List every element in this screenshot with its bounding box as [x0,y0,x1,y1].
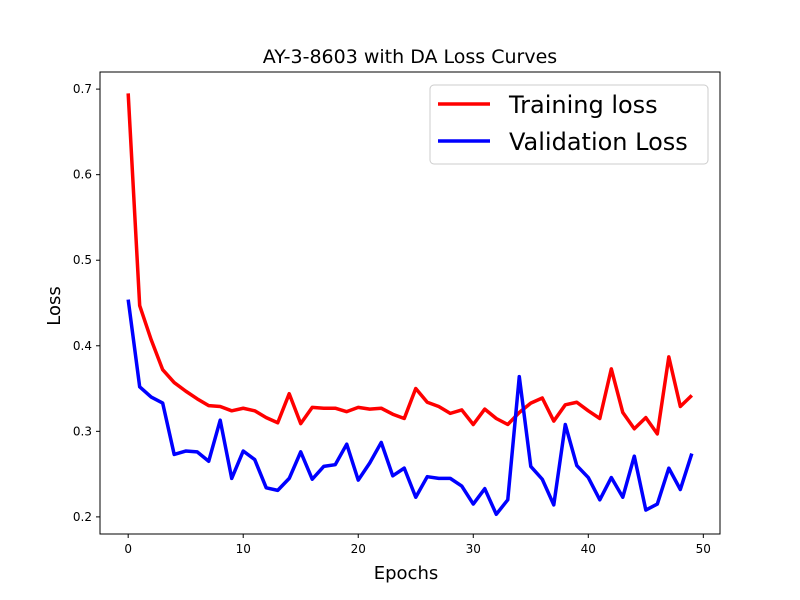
x-tick-label: 20 [351,542,366,556]
chart-title: AY-3-8603 with DA Loss Curves [263,46,557,68]
y-tick-label: 0.4 [73,339,92,353]
legend-label-validation-loss: Validation Loss [509,128,688,156]
y-tick-label: 0.6 [73,168,92,182]
legend-label-training-loss: Training loss [508,91,658,119]
x-tick-label: 50 [696,542,711,556]
x-tick-label: 40 [581,542,596,556]
training-loss-line [126,93,694,436]
y-tick-label: 0.5 [73,253,92,267]
y-tick-label: 0.7 [73,82,92,96]
x-axis-ticks: 0 10 20 30 40 50 [124,534,711,556]
y-tick-label: 0.2 [73,510,92,524]
series-lines [126,93,694,517]
x-axis-label: Epochs [374,563,439,584]
x-tick-label: 10 [236,542,251,556]
y-tick-label: 0.3 [73,424,92,438]
legend-box [429,84,709,165]
validation-loss-line [126,299,694,517]
legend: Training loss Validation Loss [429,84,709,165]
x-tick-label: 0 [124,542,132,556]
plot-frame [99,71,721,535]
x-tick-label: 30 [466,542,481,556]
y-axis-label: Loss [44,286,65,325]
y-axis-ticks: 0.2 0.3 0.4 0.5 0.6 0.7 [73,82,100,524]
